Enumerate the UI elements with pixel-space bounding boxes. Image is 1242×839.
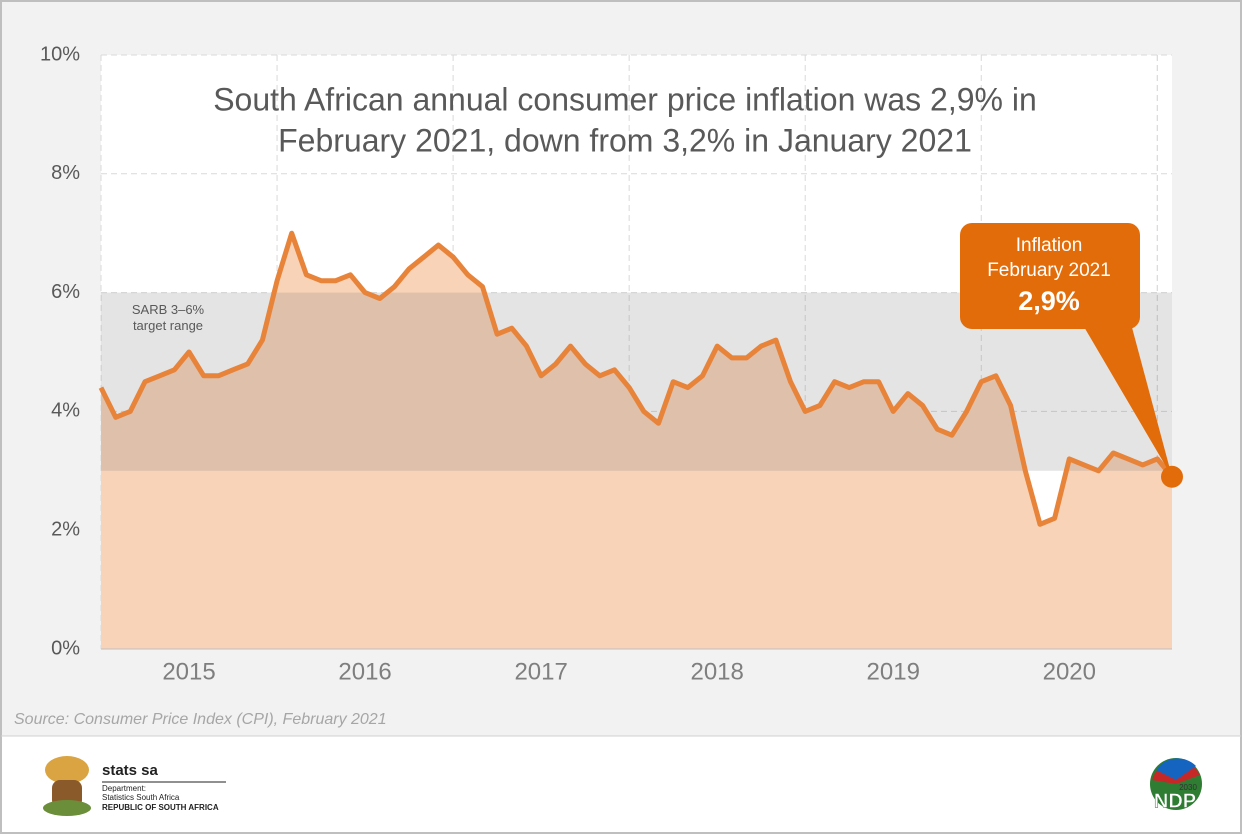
plot: 0% 2% 4% 6% 8% 10% SARB 3–6%target range 2015 20… [40,43,1183,685]
logo-text: REPUBLIC OF SOUTH AFRICA [102,803,219,812]
callout-text: Inflation [1016,235,1083,256]
x-tick-label: 2020 [1043,658,1096,685]
band-label: target range [133,318,203,333]
logo-text: Department: [102,784,146,793]
x-tick-label: 2018 [690,658,743,685]
emblem [43,800,91,816]
end-point [1161,465,1183,488]
callout-pointer [1080,320,1172,477]
x-tick-label: 2019 [867,658,920,685]
chart-title: February 2021, down from 3,2% in January… [278,122,972,158]
source: Source: Consumer Price Index (CPI), Febr… [14,711,387,728]
area [101,233,1172,649]
logo-text: Statistics South Africa [102,793,180,802]
stats-sa-logo: stats sa Department: Statistics South Af… [43,756,226,816]
ndp-year: 2030 [1179,783,1197,792]
y-tick-label: 10% [40,43,80,65]
ndp-text: NDP [1154,790,1196,812]
band-label: SARB 3–6% [132,302,205,317]
x-tick-label: 2015 [162,658,215,685]
x-tick-label: 2017 [514,658,567,685]
callout-box [960,223,1140,329]
line [98,230,1174,527]
x-tick-label: 2016 [338,658,391,685]
y-tick-label: 4% [51,400,80,422]
callout-text: February 2021 [987,260,1111,281]
callout-value: 2,9% [1018,286,1080,316]
y-tick-label: 6% [51,281,80,303]
logo-name: stats sa [102,762,159,779]
chart-title: South African annual consumer price infl… [213,81,1037,117]
emblem [45,756,89,784]
ndp-flag [1156,758,1196,780]
y-tick-label: 8% [51,162,80,184]
y-tick-label: 0% [51,637,80,659]
y-tick-label: 2% [51,518,80,540]
ndp-logo: 2030 NDP [1150,758,1202,813]
